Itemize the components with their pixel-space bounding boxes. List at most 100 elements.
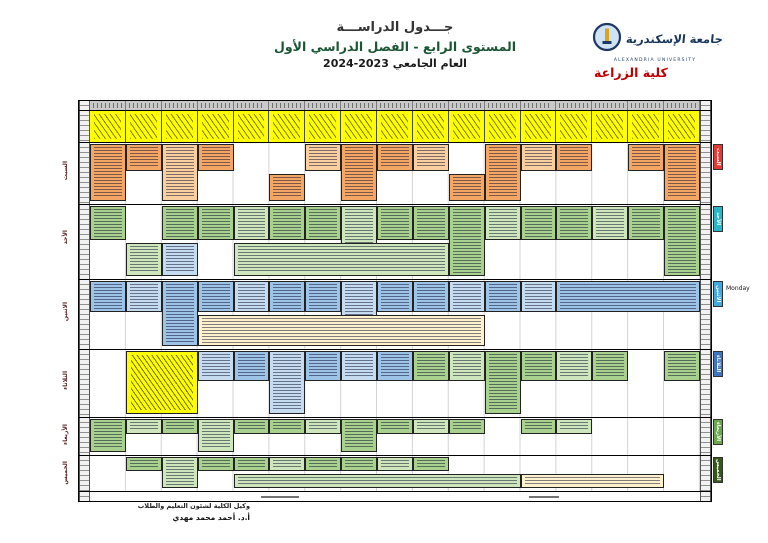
course-number-cell [664, 101, 700, 110]
course-block [125, 242, 162, 276]
cell-text-lines [237, 209, 266, 237]
time-ruler [700, 456, 711, 491]
course-name-cell [484, 111, 521, 142]
course-block [269, 281, 306, 312]
course-block [556, 281, 700, 312]
day-labels-left: السبت الأحد الاثنين الثلاثاء الأربعاء الخميس [62, 142, 77, 502]
cell-text-lines [165, 147, 194, 198]
day-label: الأحد [62, 229, 69, 244]
course-block [377, 144, 413, 171]
day-band-row [79, 350, 711, 418]
course-block [305, 351, 342, 381]
course-block [412, 351, 449, 381]
cell-text-lines [273, 460, 302, 468]
course-number-cell [412, 101, 449, 110]
day-tabs-right: السبت الأحد الاثنين Monday الثلاثاء الأربعاء ا… [713, 142, 767, 502]
cell-text-lines [345, 460, 374, 468]
cell-text-lines [452, 354, 481, 378]
cell-text-lines [488, 147, 517, 198]
cell-text-lines [524, 284, 553, 309]
cell-text-lines [381, 209, 409, 237]
cell-text-lines [273, 177, 302, 198]
course-block [520, 144, 557, 171]
cell-text-lines [345, 147, 374, 198]
course-number-cell [377, 101, 413, 110]
day-tab: الأحد [713, 206, 723, 232]
signature-name: أ.د. أحمد محمد مهدي [172, 513, 251, 522]
course-block [484, 351, 521, 414]
course-block [520, 419, 557, 434]
course-block [412, 144, 449, 171]
course-block [125, 281, 162, 312]
day-label: الأربعاء [62, 424, 69, 445]
course-block [90, 206, 126, 240]
course-block [233, 242, 449, 276]
cell-text-lines [309, 460, 338, 468]
course-block [556, 419, 593, 434]
cell-text-lines [165, 422, 194, 431]
course-name-cell [125, 111, 162, 142]
course-name-cell [90, 111, 126, 142]
day-band-row [79, 418, 711, 456]
cell-text-lines [237, 245, 445, 273]
time-ruler [79, 456, 90, 491]
course-block [448, 281, 485, 312]
course-block [305, 144, 342, 171]
course-block [197, 206, 234, 240]
day-tab-en-label: Monday [726, 285, 750, 292]
cell-text-lines [201, 147, 230, 168]
day-band-content [90, 205, 700, 279]
cell-text-lines [416, 460, 445, 468]
time-ruler [79, 492, 90, 501]
day-tab: الثلاثاء [713, 351, 723, 377]
cell-text-lines [94, 209, 122, 237]
timetable-grid [78, 100, 712, 502]
course-block [556, 144, 593, 171]
course-block [161, 242, 198, 276]
course-name-cell [628, 111, 664, 142]
cell-text-lines [273, 422, 302, 431]
cell-text-lines [201, 422, 230, 449]
cell-text-lines [345, 422, 374, 449]
course-block [341, 457, 378, 471]
course-block [412, 206, 449, 240]
day-band-row [79, 205, 711, 280]
course-block [269, 457, 306, 471]
cell-text-lines [94, 284, 122, 309]
course-block [520, 281, 557, 312]
course-block [377, 281, 413, 312]
course-block [233, 457, 270, 471]
cell-text-lines [488, 354, 517, 411]
course-block [448, 351, 485, 381]
day-tab: السبت [713, 144, 723, 170]
day-tab: الأربعاء [713, 419, 723, 445]
course-block [233, 281, 270, 312]
cell-text-lines [165, 209, 194, 237]
course-name-cell [664, 111, 700, 142]
course-name-cell [161, 111, 198, 142]
cell-text-lines [381, 354, 409, 378]
cell-text-lines [488, 284, 517, 309]
cell-text-lines [201, 209, 230, 237]
course-number-cell [520, 101, 557, 110]
day-band-content [90, 456, 700, 491]
time-ruler [79, 418, 90, 455]
course-block [377, 457, 413, 471]
course-block [664, 206, 700, 276]
course-name-cell [448, 111, 485, 142]
day-band-row [79, 143, 711, 205]
course-block [448, 206, 485, 276]
course-block [556, 351, 593, 381]
course-block [197, 144, 234, 171]
course-block [161, 281, 198, 346]
course-block [592, 351, 629, 381]
course-name-cell [341, 111, 377, 142]
course-name-cell [197, 111, 234, 142]
course-block [233, 206, 270, 240]
footer-text-lines [260, 496, 299, 498]
cell-text-lines [416, 147, 445, 168]
university-name-en: ALEXANDRIA UNIVERSITY [613, 58, 697, 63]
course-block [161, 457, 198, 488]
signature-block: وكيل الكلية لشئون التعليم والطلاب أ.د. أ… [80, 502, 250, 522]
course-block [269, 419, 306, 434]
